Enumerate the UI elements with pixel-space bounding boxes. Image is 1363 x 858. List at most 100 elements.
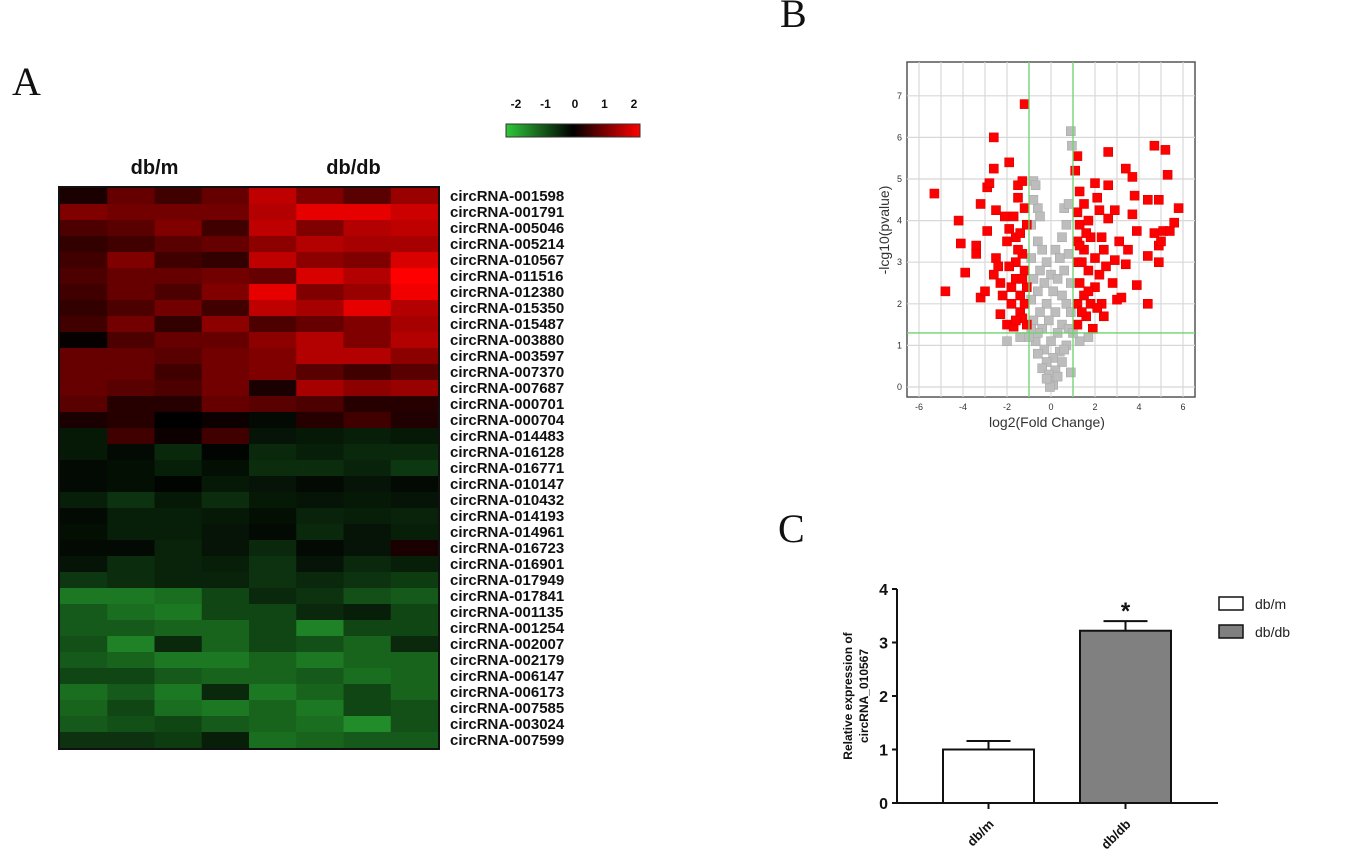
volcano-point-nonsignificant [1050,307,1061,317]
heatmap-cell [249,220,297,237]
volcano-point-significant [1072,319,1083,330]
volcano-point-significant [1110,255,1120,265]
heatmap-cell [390,236,439,253]
colorbar-tick-label: 0 [572,97,579,111]
heatmap-cell [154,668,203,685]
heatmap-row-label: circRNA-001254 [450,620,565,637]
volcano-point-nonsignificant [1015,332,1026,342]
heatmap-cell [296,380,344,397]
heatmap-cell [390,492,439,509]
volcano-point-significant [1127,172,1138,182]
heatmap-cell [390,220,439,237]
volcano-point-significant [1101,261,1111,272]
volcano-point-nonsignificant [1030,180,1041,191]
volcano-point-nonsignificant [1037,244,1047,255]
heatmap-cell [296,668,344,685]
heatmap-cell [296,716,344,733]
bar-y-tick-label: 4 [879,582,888,599]
volcano-x-tick-label: -2 [1003,402,1011,412]
volcano-point-significant [1156,236,1166,247]
volcano-point-nonsignificant [1063,249,1074,259]
heatmap-cell [343,460,392,477]
volcano-point-significant [1008,211,1019,222]
volcano-point-significant [1019,298,1030,309]
heatmap-cell [249,460,297,477]
heatmap-cell [343,604,392,621]
heatmap-cell [60,716,108,733]
heatmap-cell [296,732,344,749]
volcano-x-tick-label: 0 [1048,402,1053,412]
heatmap-cell [390,716,439,733]
volcano-point-significant [1099,311,1109,322]
heatmap-cell [154,236,203,253]
heatmap-cell [107,604,155,621]
legend-swatch [1218,596,1244,611]
volcano-point-nonsignificant [1061,298,1072,309]
heatmap-cell [296,204,344,221]
volcano-point-nonsignificant [1028,195,1039,205]
volcano-point-nonsignificant [1052,274,1063,284]
heatmap-row-label: circRNA-000704 [450,412,565,429]
heatmap-row-label: circRNA-005214 [450,236,565,253]
volcano-point-significant [1013,192,1023,203]
heatmap-cell [390,380,439,397]
heatmap-row-label: circRNA-014961 [450,524,564,541]
heatmap-cell [390,396,439,413]
heatmap-cell [107,540,155,557]
heatmap-cell [60,252,108,269]
volcano-point-significant [1090,253,1100,263]
heatmap-cell [201,716,250,733]
heatmap-cell [249,636,297,653]
heatmap-cell [60,508,108,525]
heatmap-cell [107,572,155,589]
heatmap-row-label: circRNA-015350 [450,300,564,317]
heatmap-cell [60,364,108,381]
heatmap-cell [249,604,297,621]
heatmap-row-label: circRNA-011516 [450,268,563,285]
heatmap-cell [296,524,344,541]
heatmap-cell [249,652,297,669]
heatmap-cell [343,572,392,589]
heatmap-cell [60,684,108,701]
heatmap-cell [154,604,203,621]
volcano-point-significant [1074,240,1085,251]
volcano-point-significant [1004,261,1015,272]
heatmap-cell [154,732,203,749]
volcano-point-significant [1070,165,1080,176]
heatmap-cell [390,252,439,269]
heatmap-cell [390,188,439,205]
volcano-y-tick-label: 5 [897,174,902,184]
heatmap-cell [249,348,297,365]
heatmap-row-label: circRNA-014483 [450,428,564,445]
volcano-point-significant [988,269,999,280]
volcano-point-significant [1121,163,1131,174]
heatmap-cell [343,188,392,205]
volcano-point-significant [1149,140,1160,151]
volcano-point-significant [940,286,951,297]
volcano-point-significant [1006,282,1017,292]
volcano-point-significant [1015,290,1026,301]
volcano-point-significant [1088,323,1098,334]
volcano-y-axis-label: -lcg10(pvalue) [876,186,892,275]
heatmap-cell [201,396,250,413]
volcano-point-significant [1081,228,1091,238]
heatmap-cell [107,412,155,429]
heatmap-cell [201,380,250,397]
heatmap-cell [154,348,203,365]
volcano-point-significant [1072,207,1083,218]
heatmap-cell [296,364,344,381]
volcano-point-significant [1079,199,1089,209]
heatmap-cell [296,396,344,413]
heatmap-cell [107,620,155,637]
bar-y-tick-label: 2 [879,689,888,706]
heatmap-cell [296,556,344,573]
heatmap-cell [343,332,392,349]
heatmap-frame [58,186,440,750]
heatmap-cell [201,476,250,493]
heatmap-cell [249,332,297,349]
volcano-point-significant [1013,244,1023,255]
volcano-point-significant [929,188,940,199]
heatmap-cell [390,364,439,381]
heatmap-cell [343,668,392,685]
heatmap-cell [107,460,155,477]
